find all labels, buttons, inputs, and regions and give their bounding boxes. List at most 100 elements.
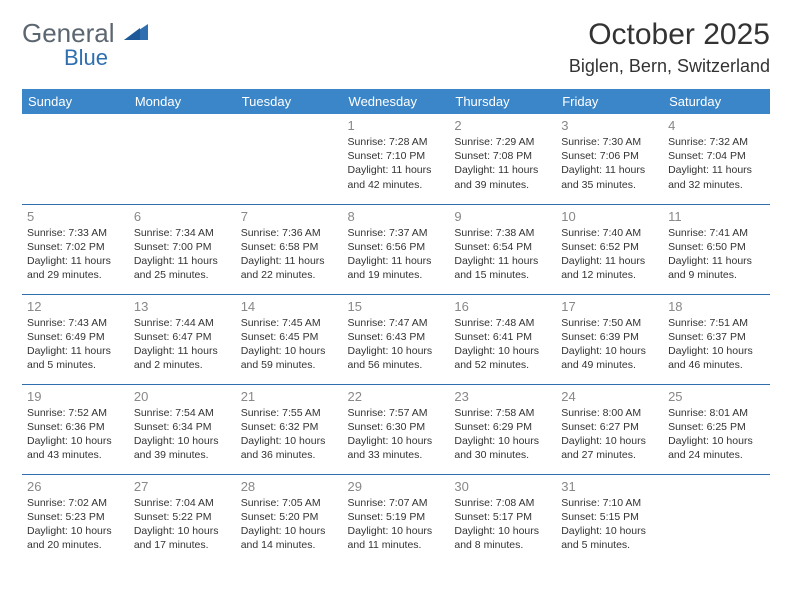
day-info: Sunrise: 7:32 AMSunset: 7:04 PMDaylight:… [668,135,765,192]
day-number: 2 [454,118,551,133]
weekday-header: Wednesday [343,89,450,114]
day-info: Sunrise: 8:00 AMSunset: 6:27 PMDaylight:… [561,406,658,463]
day-info: Sunrise: 7:08 AMSunset: 5:17 PMDaylight:… [454,496,551,553]
day-number: 5 [27,209,124,224]
day-info: Sunrise: 7:34 AMSunset: 7:00 PMDaylight:… [134,226,231,283]
day-info: Sunrise: 7:33 AMSunset: 7:02 PMDaylight:… [27,226,124,283]
calendar-day-cell: 9 Sunrise: 7:38 AMSunset: 6:54 PMDaylight… [449,204,556,294]
location-subtitle: Biglen, Bern, Switzerland [569,56,770,77]
day-number: 26 [27,479,124,494]
weekday-header: Thursday [449,89,556,114]
day-info: Sunrise: 7:28 AMSunset: 7:10 PMDaylight:… [348,135,445,192]
day-number: 1 [348,118,445,133]
day-number: 4 [668,118,765,133]
calendar-week-row: 26 Sunrise: 7:02 AMSunset: 5:23 PMDayligh… [22,474,770,564]
calendar-body: 1 Sunrise: 7:28 AMSunset: 7:10 PMDaylight… [22,114,770,564]
day-number: 30 [454,479,551,494]
calendar-empty-cell [129,114,236,204]
calendar-day-cell: 31 Sunrise: 7:10 AMSunset: 5:15 PMDayligh… [556,474,663,564]
day-number: 29 [348,479,445,494]
day-info: Sunrise: 7:02 AMSunset: 5:23 PMDaylight:… [27,496,124,553]
calendar-day-cell: 27 Sunrise: 7:04 AMSunset: 5:22 PMDayligh… [129,474,236,564]
day-info: Sunrise: 7:04 AMSunset: 5:22 PMDaylight:… [134,496,231,553]
day-number: 15 [348,299,445,314]
day-info: Sunrise: 7:51 AMSunset: 6:37 PMDaylight:… [668,316,765,373]
day-number: 14 [241,299,338,314]
calendar-day-cell: 21Sunrise: 7:55 AMSunset: 6:32 PMDayligh… [236,384,343,474]
day-info: Sunrise: 7:50 AMSunset: 6:39 PMDaylight:… [561,316,658,373]
day-number: 23 [454,389,551,404]
calendar-day-cell: 12 Sunrise: 7:43 AMSunset: 6:49 PMDayligh… [22,294,129,384]
day-number: 19 [27,389,124,404]
day-info: Sunrise: 7:48 AMSunset: 6:41 PMDaylight:… [454,316,551,373]
day-info: Sunrise: 7:57 AMSunset: 6:30 PMDaylight:… [348,406,445,463]
calendar-day-cell: 22Sunrise: 7:57 AMSunset: 6:30 PMDayligh… [343,384,450,474]
calendar-week-row: 12 Sunrise: 7:43 AMSunset: 6:49 PMDayligh… [22,294,770,384]
header: General Blue October 2025 Biglen, Bern, … [22,18,770,77]
day-number: 10 [561,209,658,224]
page-title: October 2025 [569,18,770,52]
day-number: 20 [134,389,231,404]
calendar-day-cell: 2 Sunrise: 7:29 AMSunset: 7:08 PMDaylight… [449,114,556,204]
calendar-week-row: 19 Sunrise: 7:52 AMSunset: 6:36 PMDayligh… [22,384,770,474]
day-number: 24 [561,389,658,404]
calendar-day-cell: 4 Sunrise: 7:32 AMSunset: 7:04 PMDaylight… [663,114,770,204]
calendar-day-cell: 25 Sunrise: 8:01 AMSunset: 6:25 PMDayligh… [663,384,770,474]
day-number: 27 [134,479,231,494]
calendar-day-cell: 6 Sunrise: 7:34 AMSunset: 7:00 PMDaylight… [129,204,236,294]
calendar-day-cell: 19 Sunrise: 7:52 AMSunset: 6:36 PMDayligh… [22,384,129,474]
day-number: 25 [668,389,765,404]
weekday-header: Saturday [663,89,770,114]
day-info: Sunrise: 8:01 AMSunset: 6:25 PMDaylight:… [668,406,765,463]
calendar-day-cell: 30 Sunrise: 7:08 AMSunset: 5:17 PMDayligh… [449,474,556,564]
calendar-week-row: 5 Sunrise: 7:33 AMSunset: 7:02 PMDaylight… [22,204,770,294]
day-number: 9 [454,209,551,224]
title-block: October 2025 Biglen, Bern, Switzerland [569,18,770,77]
day-info: Sunrise: 7:41 AMSunset: 6:50 PMDaylight:… [668,226,765,283]
calendar-day-cell: 15 Sunrise: 7:47 AMSunset: 6:43 PMDayligh… [343,294,450,384]
calendar-empty-cell [663,474,770,564]
day-info: Sunrise: 7:55 AMSunset: 6:32 PMDaylight:… [241,406,338,463]
day-number: 13 [134,299,231,314]
calendar-day-cell: 28Sunrise: 7:05 AMSunset: 5:20 PMDayligh… [236,474,343,564]
day-number: 16 [454,299,551,314]
calendar-empty-cell [236,114,343,204]
calendar-empty-cell [22,114,129,204]
day-number: 8 [348,209,445,224]
calendar-day-cell: 24 Sunrise: 8:00 AMSunset: 6:27 PMDayligh… [556,384,663,474]
day-number: 7 [241,209,338,224]
day-info: Sunrise: 7:36 AMSunset: 6:58 PMDaylight:… [241,226,338,283]
day-info: Sunrise: 7:43 AMSunset: 6:49 PMDaylight:… [27,316,124,373]
weekday-header: Tuesday [236,89,343,114]
calendar-header-row: SundayMondayTuesdayWednesdayThursdayFrid… [22,89,770,114]
calendar-page: General Blue October 2025 Biglen, Bern, … [0,0,792,574]
calendar-day-cell: 18Sunrise: 7:51 AMSunset: 6:37 PMDayligh… [663,294,770,384]
calendar-day-cell: 1 Sunrise: 7:28 AMSunset: 7:10 PMDaylight… [343,114,450,204]
calendar-table: SundayMondayTuesdayWednesdayThursdayFrid… [22,89,770,564]
day-number: 6 [134,209,231,224]
day-number: 11 [668,209,765,224]
weekday-header: Friday [556,89,663,114]
day-info: Sunrise: 7:29 AMSunset: 7:08 PMDaylight:… [454,135,551,192]
day-info: Sunrise: 7:47 AMSunset: 6:43 PMDaylight:… [348,316,445,373]
day-info: Sunrise: 7:10 AMSunset: 5:15 PMDaylight:… [561,496,658,553]
calendar-day-cell: 29Sunrise: 7:07 AMSunset: 5:19 PMDayligh… [343,474,450,564]
calendar-day-cell: 20 Sunrise: 7:54 AMSunset: 6:34 PMDayligh… [129,384,236,474]
calendar-day-cell: 16 Sunrise: 7:48 AMSunset: 6:41 PMDayligh… [449,294,556,384]
day-info: Sunrise: 7:58 AMSunset: 6:29 PMDaylight:… [454,406,551,463]
calendar-day-cell: 17 Sunrise: 7:50 AMSunset: 6:39 PMDayligh… [556,294,663,384]
day-info: Sunrise: 7:45 AMSunset: 6:45 PMDaylight:… [241,316,338,373]
day-info: Sunrise: 7:54 AMSunset: 6:34 PMDaylight:… [134,406,231,463]
calendar-day-cell: 11 Sunrise: 7:41 AMSunset: 6:50 PMDayligh… [663,204,770,294]
calendar-day-cell: 7 Sunrise: 7:36 AMSunset: 6:58 PMDaylight… [236,204,343,294]
day-info: Sunrise: 7:40 AMSunset: 6:52 PMDaylight:… [561,226,658,283]
logo-text-1: General [22,18,115,48]
calendar-day-cell: 5 Sunrise: 7:33 AMSunset: 7:02 PMDaylight… [22,204,129,294]
weekday-header: Sunday [22,89,129,114]
day-number: 3 [561,118,658,133]
day-info: Sunrise: 7:52 AMSunset: 6:36 PMDaylight:… [27,406,124,463]
day-number: 12 [27,299,124,314]
day-number: 17 [561,299,658,314]
day-number: 31 [561,479,658,494]
day-info: Sunrise: 7:38 AMSunset: 6:54 PMDaylight:… [454,226,551,283]
